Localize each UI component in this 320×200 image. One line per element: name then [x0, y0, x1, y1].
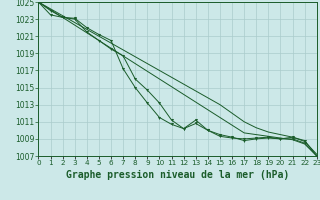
X-axis label: Graphe pression niveau de la mer (hPa): Graphe pression niveau de la mer (hPa) [66, 170, 289, 180]
